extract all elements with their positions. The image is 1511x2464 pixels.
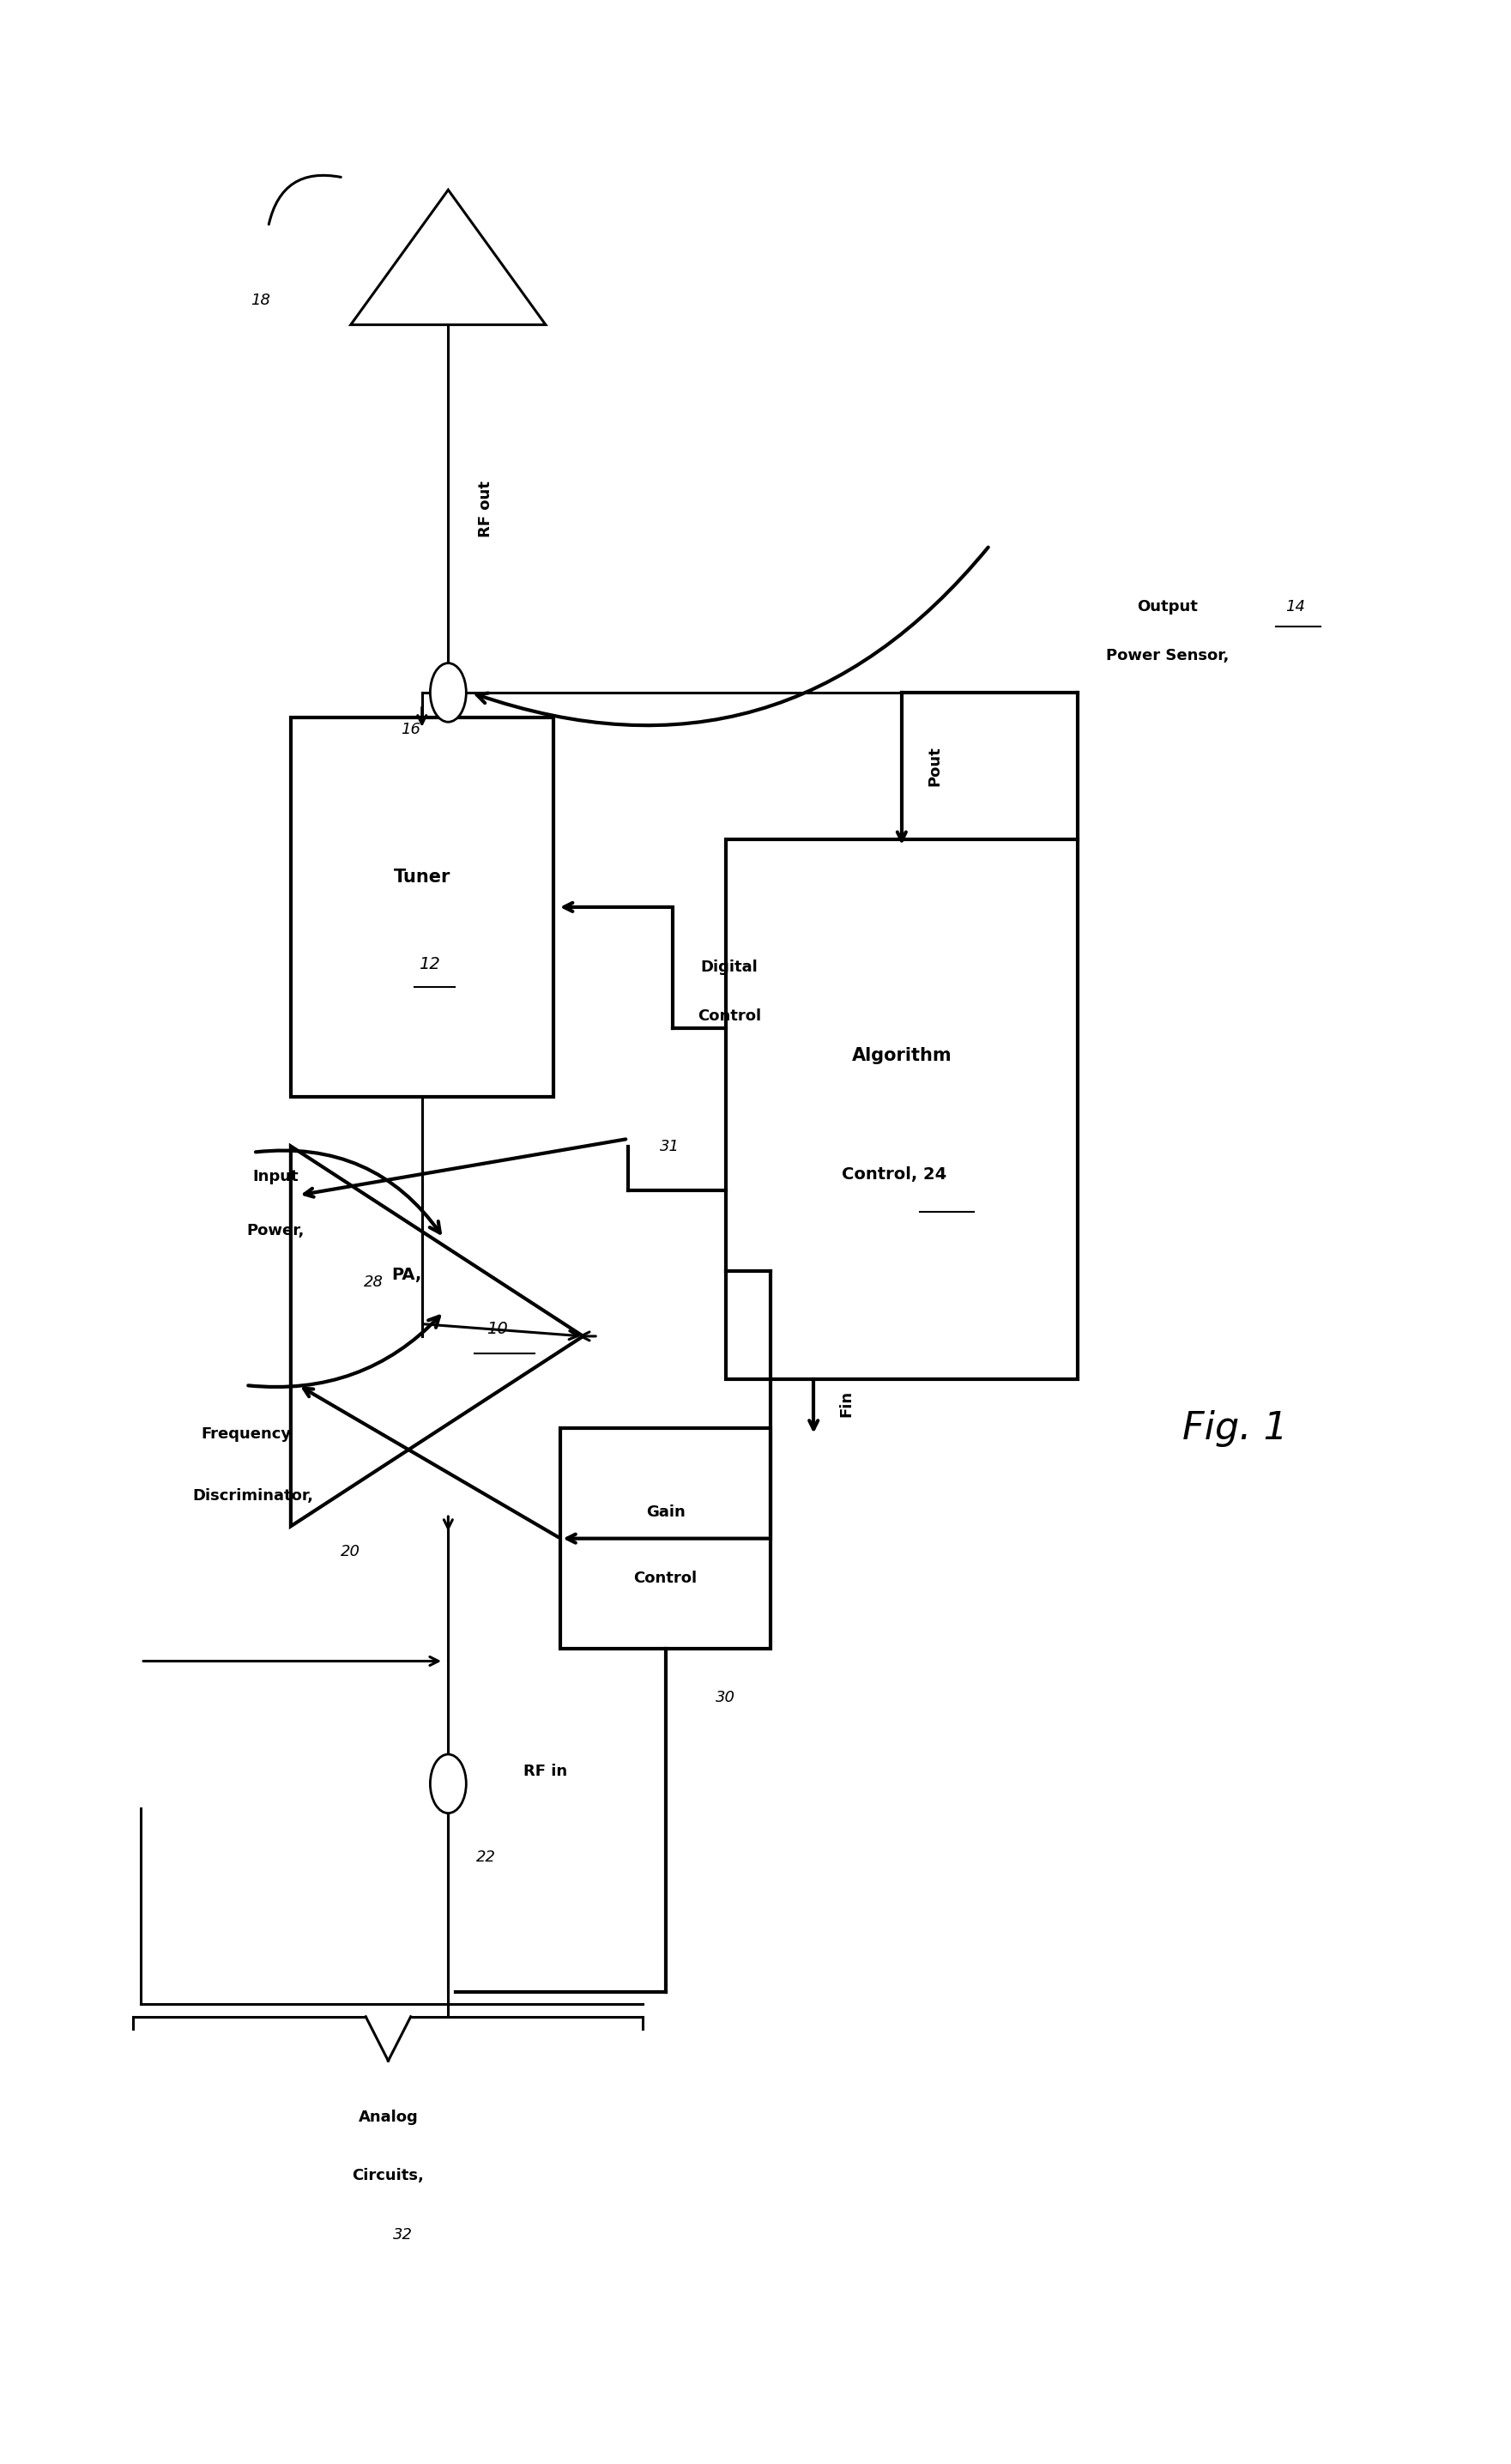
Text: Control, 24: Control, 24 [842, 1165, 946, 1183]
Text: Fig. 1: Fig. 1 [1183, 1409, 1287, 1446]
Text: Analog: Analog [358, 2109, 419, 2124]
Text: Control: Control [698, 1008, 762, 1025]
Polygon shape [290, 1146, 583, 1525]
Text: RF in: RF in [523, 1764, 567, 1779]
Text: 16: 16 [400, 722, 420, 737]
Text: 12: 12 [419, 956, 440, 973]
Text: 18: 18 [251, 293, 270, 308]
Text: Discriminator,: Discriminator, [193, 1488, 314, 1503]
Text: Algorithm: Algorithm [852, 1047, 952, 1064]
Bar [290, 717, 553, 1096]
Text: Power,: Power, [246, 1222, 305, 1239]
Text: 30: 30 [716, 1690, 736, 1705]
Text: 20: 20 [341, 1545, 361, 1560]
Text: 22: 22 [476, 1850, 496, 1865]
Text: Power Sensor,: Power Sensor, [1106, 648, 1230, 663]
Text: Tuner: Tuner [393, 867, 450, 885]
Polygon shape [351, 190, 545, 325]
Text: Pout: Pout [926, 747, 943, 786]
Text: 32: 32 [393, 2227, 413, 2242]
Text: Frequency: Frequency [201, 1427, 292, 1441]
Text: Output: Output [1138, 599, 1198, 614]
Text: Digital: Digital [701, 958, 759, 976]
Bar [725, 840, 1077, 1380]
Text: 28: 28 [363, 1274, 384, 1291]
Circle shape [431, 1754, 467, 1814]
Text: 14: 14 [1286, 599, 1306, 614]
Text: 10: 10 [487, 1321, 508, 1338]
Text: Gain: Gain [645, 1506, 684, 1520]
Bar [561, 1429, 771, 1648]
Circle shape [431, 663, 467, 722]
Text: PA,: PA, [391, 1266, 422, 1284]
Text: RF out: RF out [477, 480, 494, 537]
Text: Fin: Fin [839, 1390, 854, 1417]
Text: Circuits,: Circuits, [352, 2168, 425, 2183]
Text: 31: 31 [660, 1138, 680, 1153]
Text: Control: Control [633, 1570, 698, 1587]
Text: Input: Input [252, 1168, 299, 1185]
